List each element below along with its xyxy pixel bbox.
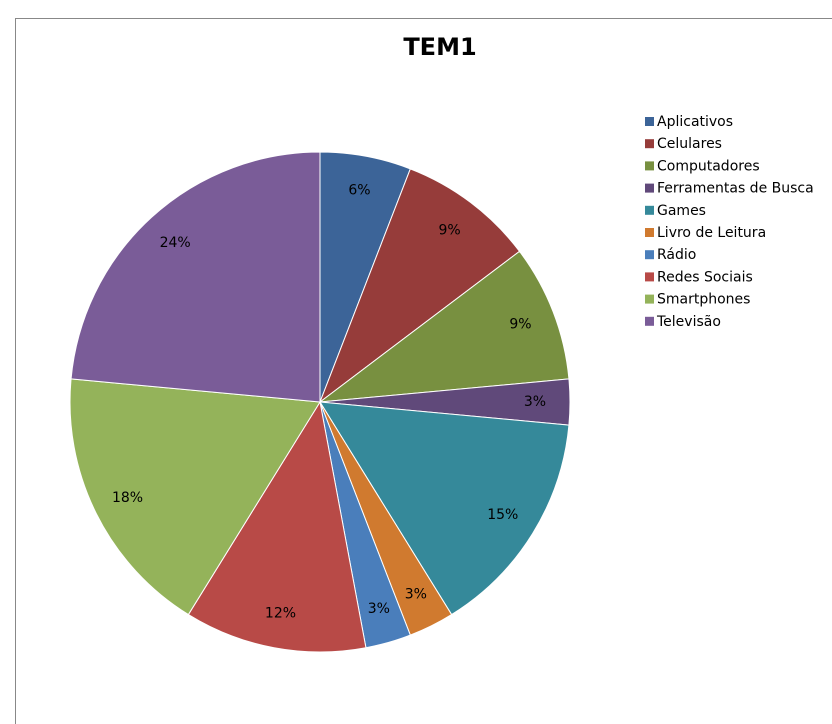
pie-slice <box>318 250 570 403</box>
legend-swatch <box>645 316 654 326</box>
chart-title: TEM1 <box>403 33 476 61</box>
legend-swatch <box>645 117 654 126</box>
legend-label: Computadores <box>657 158 760 174</box>
pie-slice <box>70 151 321 403</box>
legend-swatch <box>645 250 654 260</box>
data-label: 12% <box>265 605 296 621</box>
data-label: 18% <box>112 490 143 506</box>
pie-slice <box>319 401 570 616</box>
legend-swatch <box>645 205 654 215</box>
pie-slice <box>69 378 321 616</box>
legend-swatch <box>645 139 654 149</box>
data-label: 3% <box>524 394 546 410</box>
legend-label: Aplicativos <box>657 114 733 130</box>
legend-swatch <box>645 272 654 282</box>
legend-swatch <box>645 294 654 304</box>
legend-label: Games <box>657 203 706 219</box>
data-label: 24% <box>160 235 191 251</box>
data-label: 9% <box>509 316 531 332</box>
legend-label: Televisão <box>656 314 721 330</box>
data-label: 9% <box>438 222 460 238</box>
data-label: 3% <box>368 601 390 617</box>
legend-label: Celulares <box>657 136 722 152</box>
data-label: 3% <box>405 586 427 602</box>
legend-label: Rádio <box>657 247 696 263</box>
legend-swatch <box>645 183 654 193</box>
legend-label: Redes Sociais <box>657 269 753 285</box>
legend-label: Livro de Leitura <box>657 225 766 241</box>
legend-swatch <box>645 161 654 171</box>
legend-label: Ferramentas de Busca <box>657 181 814 197</box>
pie-slice <box>318 168 521 404</box>
legend-swatch <box>645 228 654 237</box>
pie-slice <box>187 400 367 653</box>
data-label: 15% <box>487 507 518 523</box>
data-label: 6% <box>348 183 370 199</box>
legend-label: Smartphones <box>657 292 750 308</box>
